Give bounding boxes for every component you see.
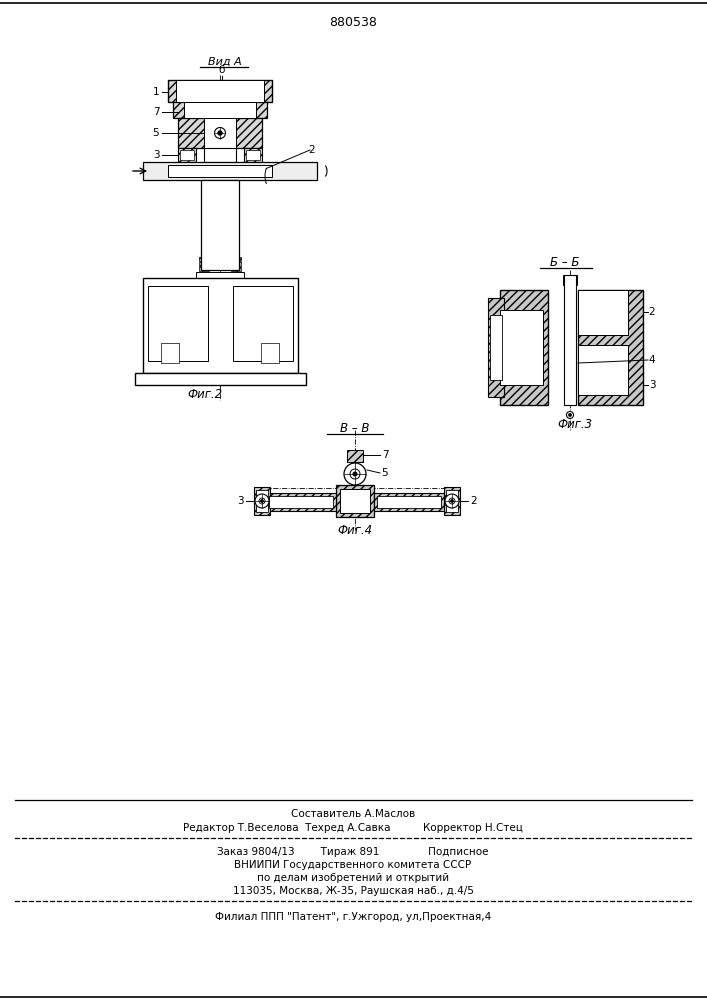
Bar <box>563 275 577 285</box>
Bar <box>163 357 177 360</box>
Bar <box>246 150 260 160</box>
Bar <box>231 267 241 271</box>
Bar <box>231 262 241 266</box>
Bar <box>261 343 279 363</box>
Circle shape <box>445 494 459 508</box>
Bar <box>184 102 256 118</box>
Text: 4: 4 <box>649 355 655 365</box>
Text: Фиг.3: Фиг.3 <box>557 418 592 432</box>
Bar <box>374 493 444 511</box>
Text: 2: 2 <box>309 145 315 155</box>
Text: Б – Б: Б – Б <box>550 255 580 268</box>
Bar <box>201 180 239 270</box>
Text: Филиал ППП "Патент", г.Ужгород, ул,Проектная,4: Филиал ППП "Патент", г.Ужгород, ул,Проек… <box>215 912 491 922</box>
Text: 2: 2 <box>649 307 655 317</box>
Bar <box>199 267 209 271</box>
Text: Составитель А.Маслов: Составитель А.Маслов <box>291 809 415 819</box>
Bar <box>564 275 576 405</box>
Circle shape <box>354 472 357 476</box>
Bar <box>500 290 548 405</box>
Text: 2: 2 <box>471 496 477 506</box>
Bar <box>254 487 270 515</box>
Circle shape <box>214 127 226 138</box>
Bar <box>180 150 194 160</box>
Bar <box>263 353 277 356</box>
Text: по делам изобретений и открытий: по делам изобретений и открытий <box>257 873 449 883</box>
Bar <box>161 343 179 363</box>
Text: б: б <box>218 65 226 75</box>
Bar <box>256 490 268 512</box>
Bar <box>377 496 441 508</box>
Text: 880538: 880538 <box>329 15 377 28</box>
Bar <box>446 490 458 512</box>
Text: 5: 5 <box>382 468 388 478</box>
Bar <box>163 345 177 348</box>
Text: 7: 7 <box>382 450 388 460</box>
Bar <box>231 257 241 261</box>
Bar <box>566 285 574 290</box>
Text: Редактор Т.Веселова  Техред А.Савка          Корректор Н.Стец: Редактор Т.Веселова Техред А.Савка Корре… <box>183 823 523 833</box>
Bar <box>233 286 293 361</box>
Bar <box>336 485 374 517</box>
Text: 1: 1 <box>153 87 159 97</box>
Bar <box>178 118 262 148</box>
Bar <box>178 148 196 162</box>
Text: 3: 3 <box>649 380 655 390</box>
Circle shape <box>259 498 265 504</box>
Bar <box>565 295 575 400</box>
Bar <box>266 493 336 511</box>
Bar <box>199 257 209 261</box>
Text: ВНИИПИ Государственного комитета СССР: ВНИИПИ Государственного комитета СССР <box>235 860 472 870</box>
Bar <box>578 290 628 335</box>
Bar <box>578 290 643 405</box>
Bar <box>143 278 298 373</box>
Bar <box>168 165 272 177</box>
Text: 3: 3 <box>153 150 159 160</box>
Bar <box>196 272 244 278</box>
Bar <box>204 118 236 148</box>
Bar <box>163 349 177 352</box>
Circle shape <box>261 500 263 502</box>
Bar <box>176 80 264 102</box>
Text: Фиг.2: Фиг.2 <box>187 388 223 401</box>
Bar <box>444 487 460 515</box>
Text: 113035, Москва, Ж-35, Раушская наб., д.4/5: 113035, Москва, Ж-35, Раушская наб., д.4… <box>233 886 474 896</box>
Circle shape <box>566 412 573 418</box>
Bar <box>143 162 317 180</box>
Bar <box>347 450 363 462</box>
Bar <box>199 262 209 266</box>
Circle shape <box>255 494 269 508</box>
Bar <box>135 373 306 385</box>
Bar <box>263 349 277 352</box>
Circle shape <box>344 463 366 485</box>
Text: 5: 5 <box>153 128 159 138</box>
Bar <box>488 298 504 397</box>
Text: Вид А: Вид А <box>208 57 242 67</box>
Text: 7: 7 <box>153 107 159 117</box>
Bar <box>269 496 333 508</box>
Circle shape <box>451 500 453 502</box>
Circle shape <box>569 414 571 416</box>
Bar <box>173 102 267 118</box>
Bar <box>204 148 236 162</box>
Bar <box>578 345 628 395</box>
Bar <box>490 315 502 380</box>
Circle shape <box>350 469 360 479</box>
Bar <box>244 148 262 162</box>
Bar <box>263 357 277 360</box>
Text: Фиг.4: Фиг.4 <box>337 524 373 536</box>
Bar <box>148 286 208 361</box>
Bar <box>168 80 272 102</box>
Bar <box>500 310 543 385</box>
Circle shape <box>218 131 222 135</box>
Text: 3: 3 <box>237 496 243 506</box>
Text: Заказ 9804/13        Тираж 891               Подписное: Заказ 9804/13 Тираж 891 Подписное <box>217 847 489 857</box>
Bar <box>340 489 370 513</box>
Bar <box>263 345 277 348</box>
Bar <box>163 353 177 356</box>
Circle shape <box>449 498 455 504</box>
Text: В – В: В – В <box>340 422 370 434</box>
